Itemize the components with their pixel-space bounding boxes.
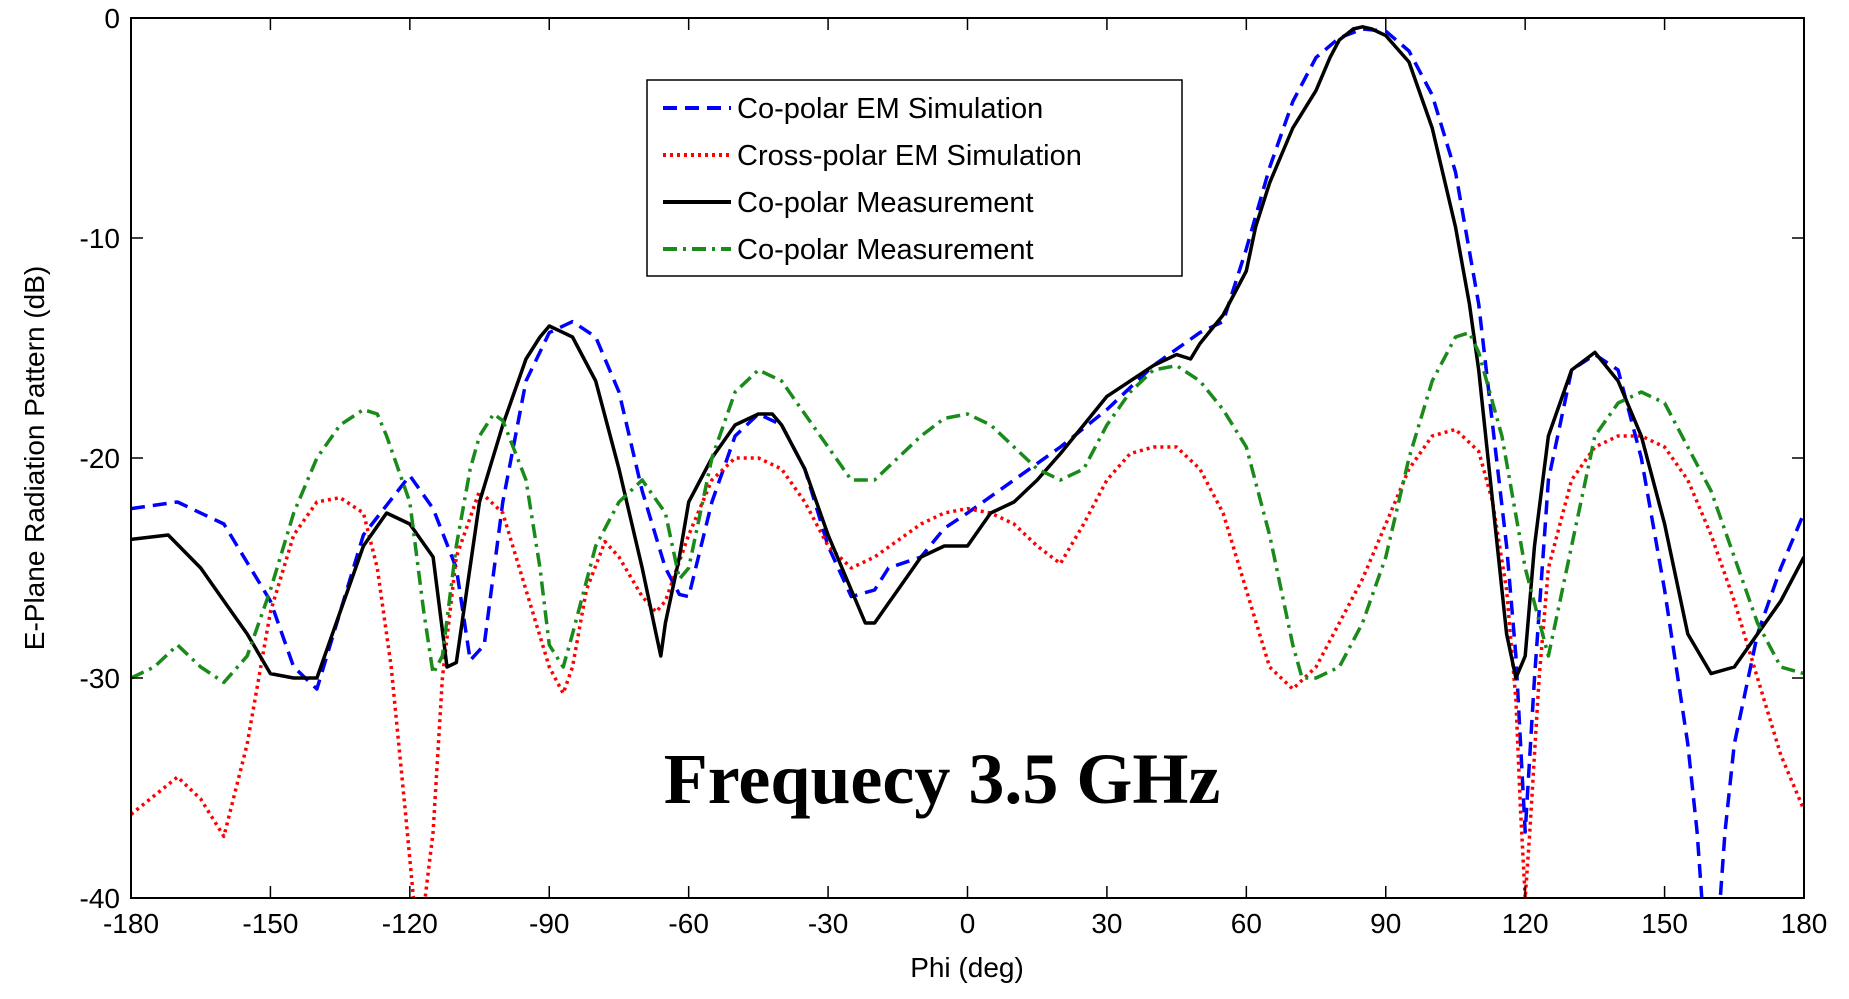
legend-box bbox=[646, 79, 1183, 277]
x-axis-title: Phi (deg) bbox=[910, 952, 1024, 983]
legend-label-co-polar-measurement: Co-polar Measurement bbox=[737, 187, 1034, 219]
legend-entry-co-polar-measurement: Co-polar Measurement bbox=[663, 187, 1034, 219]
y-tick-label: -10 bbox=[80, 223, 120, 254]
y-tick-label: -40 bbox=[80, 883, 120, 914]
x-tick-label: -30 bbox=[808, 908, 848, 939]
x-tick-label: -180 bbox=[103, 908, 159, 939]
x-tick-label: 150 bbox=[1641, 908, 1688, 939]
y-axis-title: E-Plane Radiation Pattern (dB) bbox=[19, 266, 50, 650]
legend-entry-co-polar-measurement-2: Co-polar Measurement bbox=[663, 234, 1034, 266]
legend-entry-cross-polar-simulation: Cross-polar EM Simulation bbox=[663, 140, 1082, 172]
legend-entry-co-polar-simulation: Co-polar EM Simulation bbox=[663, 93, 1043, 125]
series-line-cross-polar-simulation bbox=[131, 427, 1804, 898]
x-tick-label: -90 bbox=[529, 908, 569, 939]
legend-label-co-polar-simulation: Co-polar EM Simulation bbox=[737, 93, 1043, 125]
legend-label-cross-polar-simulation: Cross-polar EM Simulation bbox=[737, 140, 1082, 172]
x-tick-label: 60 bbox=[1231, 908, 1262, 939]
x-tick-label: 180 bbox=[1781, 908, 1828, 939]
x-tick-label: -60 bbox=[668, 908, 708, 939]
frequency-annotation: Frequecy 3.5 GHz bbox=[664, 739, 1221, 819]
y-tick-label: -20 bbox=[80, 443, 120, 474]
x-tick-label: -150 bbox=[242, 908, 298, 939]
x-tick-label: 0 bbox=[960, 908, 976, 939]
legend: Co-polar EM Simulation Cross-polar EM Si… bbox=[646, 79, 1183, 277]
legend-label-co-polar-measurement-2: Co-polar Measurement bbox=[737, 234, 1034, 266]
series-layer bbox=[131, 25, 1804, 898]
x-tick-label: 30 bbox=[1091, 908, 1122, 939]
tick-layer: -180 -150 -120 -90 -60 -30 0 30 60 90 120 150 180 0 -1… bbox=[80, 3, 1828, 939]
series-line-co-polar-measurement-2 bbox=[131, 330, 1804, 685]
y-tick-label: -30 bbox=[80, 663, 120, 694]
x-tick-label: 90 bbox=[1370, 908, 1401, 939]
series-line-co-polar-measurement bbox=[131, 25, 1804, 680]
x-tick-label: -120 bbox=[382, 908, 438, 939]
series-line-co-polar-simulation bbox=[131, 27, 1804, 898]
x-tick-label: 120 bbox=[1502, 908, 1549, 939]
y-tick-label: 0 bbox=[104, 3, 120, 34]
